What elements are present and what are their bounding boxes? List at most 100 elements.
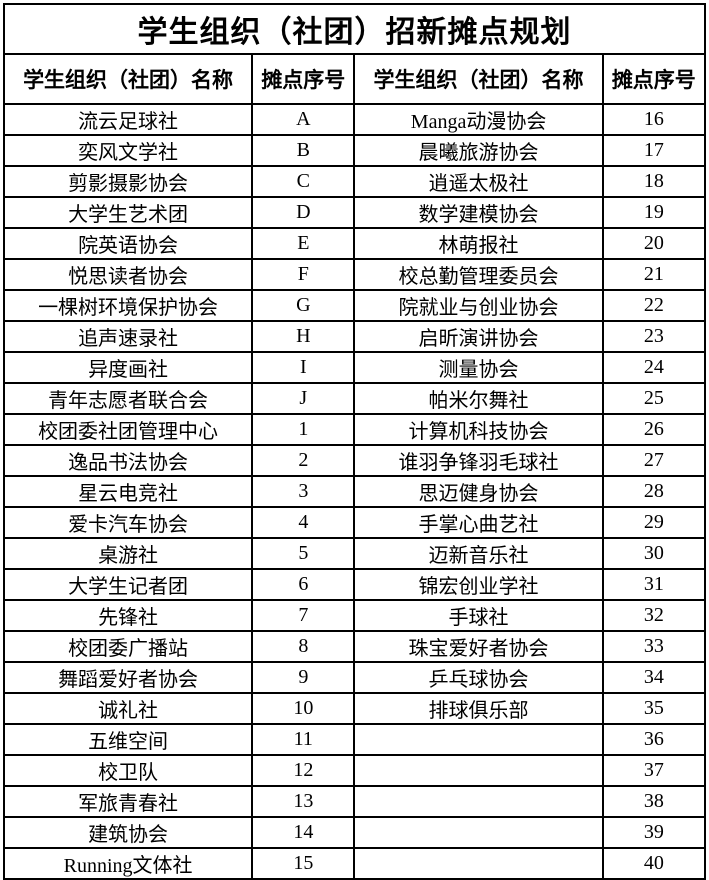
- table-row: 剪影摄影协会 C 逍遥太极社 18: [2, 165, 707, 198]
- table-row: 奕风文学社 B 晨曦旅游协会 17: [2, 134, 707, 167]
- header-right-club-name: 学生组织（社团）名称: [353, 53, 604, 105]
- header-left-booth-no: 摊点序号: [251, 53, 356, 105]
- right-club-name-cell: 乒乓球协会: [353, 661, 604, 694]
- right-booth-no-cell: 26: [601, 413, 707, 446]
- left-club-name-cell: 舞蹈爱好者协会: [2, 661, 254, 694]
- left-booth-no-cell: 4: [251, 506, 356, 539]
- table-row: 院英语协会 E 林萌报社 20: [2, 227, 707, 260]
- left-booth-no-cell: G: [251, 289, 356, 322]
- left-club-name-cell: 青年志愿者联合会: [2, 382, 254, 415]
- right-booth-no-cell: 24: [601, 351, 707, 384]
- right-booth-no-cell: 27: [601, 444, 707, 477]
- left-club-name-cell: 星云电竞社: [2, 475, 254, 508]
- table-row: 大学生艺术团 D 数学建模协会 19: [2, 196, 707, 229]
- left-club-name-cell: 先锋社: [2, 599, 254, 632]
- right-club-name-cell: 林萌报社: [353, 227, 604, 260]
- right-booth-no-cell: 20: [601, 227, 707, 260]
- right-club-name-cell: 迈新音乐社: [353, 537, 604, 570]
- left-club-name-cell: 逸品书法协会: [2, 444, 254, 477]
- table-row: 追声速录社 H 启昕演讲协会 23: [2, 320, 707, 353]
- table-body: 流云足球社 A Manga动漫协会 16 奕风文学社 B 晨曦旅游协会 17 剪…: [2, 103, 707, 880]
- right-booth-no-cell: 29: [601, 506, 707, 539]
- right-booth-no-cell: 34: [601, 661, 707, 694]
- left-club-name-cell: 五维空间: [2, 723, 254, 756]
- right-club-name-cell: [353, 816, 604, 849]
- left-booth-no-cell: 5: [251, 537, 356, 570]
- table-row: 星云电竞社 3 思迈健身协会 28: [2, 475, 707, 508]
- left-club-name-cell: 院英语协会: [2, 227, 254, 260]
- left-club-name-cell: 校团委广播站: [2, 630, 254, 663]
- left-booth-no-cell: 12: [251, 754, 356, 787]
- left-club-name-cell: 剪影摄影协会: [2, 165, 254, 198]
- header-right-booth-no: 摊点序号: [601, 53, 707, 105]
- right-club-name-cell: [353, 847, 604, 880]
- left-booth-no-cell: F: [251, 258, 356, 291]
- right-club-name-cell: 珠宝爱好者协会: [353, 630, 604, 663]
- left-club-name-cell: 追声速录社: [2, 320, 254, 353]
- left-booth-no-cell: J: [251, 382, 356, 415]
- booth-plan-table: 学生组织（社团）招新摊点规划 学生组织（社团）名称 摊点序号 学生组织（社团）名…: [2, 3, 707, 880]
- left-club-name-cell: 校卫队: [2, 754, 254, 787]
- right-club-name-cell: 启昕演讲协会: [353, 320, 604, 353]
- left-club-name-cell: 大学生记者团: [2, 568, 254, 601]
- right-club-name-cell: 谁羽争锋羽毛球社: [353, 444, 604, 477]
- left-booth-no-cell: 7: [251, 599, 356, 632]
- table-row: 逸品书法协会 2 谁羽争锋羽毛球社 27: [2, 444, 707, 477]
- table-row: 流云足球社 A Manga动漫协会 16: [2, 103, 707, 136]
- left-club-name-cell: 悦思读者协会: [2, 258, 254, 291]
- right-club-name-cell: 手球社: [353, 599, 604, 632]
- right-booth-no-cell: 19: [601, 196, 707, 229]
- right-club-name-cell: 测量协会: [353, 351, 604, 384]
- left-booth-no-cell: 14: [251, 816, 356, 849]
- right-booth-no-cell: 37: [601, 754, 707, 787]
- right-booth-no-cell: 32: [601, 599, 707, 632]
- left-booth-no-cell: A: [251, 103, 356, 136]
- left-club-name-cell: 军旅青春社: [2, 785, 254, 818]
- header-left-club-name: 学生组织（社团）名称: [2, 53, 254, 105]
- right-club-name-cell: 手掌心曲艺社: [353, 506, 604, 539]
- right-club-name-cell: 校总勤管理委员会: [353, 258, 604, 291]
- table-row: 桌游社 5 迈新音乐社 30: [2, 537, 707, 570]
- left-booth-no-cell: 10: [251, 692, 356, 725]
- left-booth-no-cell: 9: [251, 661, 356, 694]
- right-booth-no-cell: 16: [601, 103, 707, 136]
- table-row: 青年志愿者联合会 J 帕米尔舞社 25: [2, 382, 707, 415]
- left-booth-no-cell: 8: [251, 630, 356, 663]
- table-row: Running文体社 15 40: [2, 847, 707, 880]
- table-row: 舞蹈爱好者协会 9 乒乓球协会 34: [2, 661, 707, 694]
- table-row: 先锋社 7 手球社 32: [2, 599, 707, 632]
- right-booth-no-cell: 28: [601, 475, 707, 508]
- page-title: 学生组织（社团）招新摊点规划: [3, 3, 706, 55]
- right-booth-no-cell: 22: [601, 289, 707, 322]
- left-club-name-cell: 奕风文学社: [2, 134, 254, 167]
- left-booth-no-cell: 2: [251, 444, 356, 477]
- title-row: 学生组织（社团）招新摊点规划: [3, 3, 706, 55]
- header-row: 学生组织（社团）名称 摊点序号 学生组织（社团）名称 摊点序号: [2, 53, 707, 105]
- table-head: 学生组织（社团）招新摊点规划 学生组织（社团）名称 摊点序号 学生组织（社团）名…: [2, 3, 707, 105]
- left-booth-no-cell: C: [251, 165, 356, 198]
- table-row: 建筑协会 14 39: [2, 816, 707, 849]
- right-club-name-cell: 逍遥太极社: [353, 165, 604, 198]
- left-club-name-cell: 桌游社: [2, 537, 254, 570]
- table-row: 爱卡汽车协会 4 手掌心曲艺社 29: [2, 506, 707, 539]
- right-booth-no-cell: 25: [601, 382, 707, 415]
- left-booth-no-cell: 11: [251, 723, 356, 756]
- left-club-name-cell: 校团委社团管理中心: [2, 413, 254, 446]
- right-booth-no-cell: 38: [601, 785, 707, 818]
- right-club-name-cell: 院就业与创业协会: [353, 289, 604, 322]
- right-booth-no-cell: 21: [601, 258, 707, 291]
- right-booth-no-cell: 40: [601, 847, 707, 880]
- right-club-name-cell: [353, 785, 604, 818]
- left-club-name-cell: 一棵树环境保护协会: [2, 289, 254, 322]
- left-club-name-cell: Running文体社: [2, 847, 254, 880]
- right-booth-no-cell: 35: [601, 692, 707, 725]
- right-club-name-cell: [353, 723, 604, 756]
- table-row: 一棵树环境保护协会 G 院就业与创业协会 22: [2, 289, 707, 322]
- table-row: 诚礼社 10 排球俱乐部 35: [2, 692, 707, 725]
- left-booth-no-cell: D: [251, 196, 356, 229]
- left-club-name-cell: 流云足球社: [2, 103, 254, 136]
- right-booth-no-cell: 39: [601, 816, 707, 849]
- table-row: 校团委广播站 8 珠宝爱好者协会 33: [2, 630, 707, 663]
- right-club-name-cell: 帕米尔舞社: [353, 382, 604, 415]
- right-booth-no-cell: 30: [601, 537, 707, 570]
